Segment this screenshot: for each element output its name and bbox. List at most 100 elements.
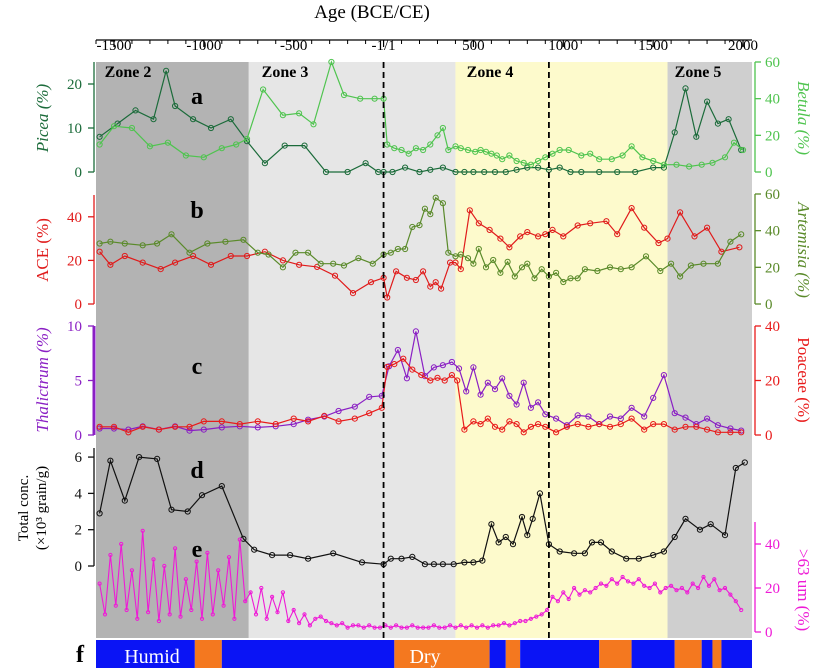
artemisia-point	[96, 240, 103, 247]
betula-point	[565, 146, 572, 154]
63-um-point	[647, 585, 652, 591]
total-conc-point	[581, 550, 589, 557]
63-um-point	[367, 623, 372, 628]
poaceae-point	[542, 423, 549, 430]
betula-point	[639, 154, 646, 161]
betula-point	[439, 124, 446, 132]
poaceae-point	[499, 426, 506, 433]
total-conc-point	[184, 508, 191, 515]
artemisia-point	[464, 255, 472, 262]
picea-point	[452, 168, 459, 176]
artemisia-point	[560, 278, 567, 286]
63-um-point	[442, 625, 447, 630]
poaceae-point	[218, 418, 225, 425]
ace-point	[279, 257, 286, 264]
poaceae-point	[513, 421, 520, 428]
artemisia-tick-label: 40	[765, 224, 780, 240]
ace-point	[227, 252, 234, 260]
63-um-point	[636, 577, 641, 582]
63-um-point	[491, 623, 496, 628]
artemisia-point	[186, 249, 193, 256]
climate-segment-humid	[701, 640, 713, 668]
betula-point	[128, 124, 135, 132]
thalictrum-point	[628, 404, 635, 411]
ace-point	[560, 233, 567, 240]
poaceae-point	[139, 423, 146, 430]
ace-point	[432, 279, 439, 286]
63-um-point	[350, 623, 356, 628]
betula-point	[260, 86, 267, 93]
betula-point	[405, 150, 412, 157]
63-um-point	[421, 625, 426, 630]
thalictrum-point	[660, 372, 668, 379]
betula-tick-label: 20	[765, 128, 780, 144]
63-um-point	[458, 623, 463, 628]
climate-segment-dry	[599, 640, 632, 668]
artemisia-point	[482, 264, 490, 271]
63-um-point	[717, 588, 722, 593]
63-um-point	[307, 623, 312, 628]
artemisia-point	[305, 249, 312, 256]
poaceae-point	[520, 429, 527, 436]
63-um-tick-label: 40	[765, 537, 780, 553]
poaceae-point	[409, 366, 416, 373]
thalictrum-point	[470, 364, 477, 371]
poaceae-point	[125, 429, 132, 436]
betula-line	[99, 60, 744, 168]
ace-point	[393, 268, 400, 275]
betula-point	[340, 91, 348, 99]
63-um-point	[501, 621, 507, 626]
63-um-point	[464, 625, 469, 630]
63-um-point	[194, 559, 199, 564]
thalictrum-point	[477, 391, 484, 398]
poaceae-point	[418, 372, 425, 379]
betula-point	[520, 159, 527, 166]
picea-point	[207, 124, 215, 132]
poaceae-point	[470, 418, 477, 425]
thalictrum-point	[506, 392, 513, 399]
poaceae-tick-label: 0	[765, 428, 773, 444]
betula-point	[556, 146, 563, 154]
total-conc-point	[707, 521, 714, 528]
thalictrum-point	[403, 375, 410, 382]
63-um-point	[113, 603, 118, 608]
63-um-point	[216, 568, 221, 573]
63-um-point	[404, 625, 409, 630]
x-tick-label: 500	[462, 38, 485, 54]
poaceae-point	[254, 418, 261, 425]
betula-point	[96, 141, 103, 148]
betula-tick-label: 0	[765, 165, 773, 181]
artemisia-point	[409, 223, 416, 231]
betula-point	[660, 161, 668, 168]
63-um-point	[399, 625, 404, 630]
total-conc-point	[154, 455, 161, 462]
betula-point	[493, 152, 500, 159]
63-um-point	[124, 607, 129, 613]
63-um-point	[264, 616, 269, 621]
ace-point	[506, 244, 513, 251]
total-conc-point	[671, 533, 678, 541]
63-um-point	[631, 581, 636, 586]
artemisia-tick-label: 60	[765, 187, 780, 203]
ace-point	[587, 220, 594, 227]
ace-point	[207, 261, 215, 268]
picea-point	[535, 164, 542, 171]
artemisia-point	[265, 251, 272, 258]
zone-band-5	[667, 62, 752, 638]
climate-segment-dry	[712, 640, 722, 668]
thalictrum-point	[704, 415, 711, 422]
betula-point	[310, 121, 317, 128]
63-um-point	[426, 625, 431, 630]
picea-point	[614, 168, 621, 176]
x-tick-label: -500	[280, 38, 308, 54]
63-um-point	[156, 618, 161, 624]
63-um-point	[372, 625, 377, 630]
63-um-point	[582, 588, 588, 593]
63-um-point	[270, 594, 275, 599]
betula-point	[233, 141, 240, 148]
picea-point	[682, 85, 689, 92]
poaceae-line	[99, 357, 742, 434]
picea-point	[96, 133, 103, 140]
poaceae-point	[738, 429, 745, 436]
betula-point	[542, 154, 549, 161]
